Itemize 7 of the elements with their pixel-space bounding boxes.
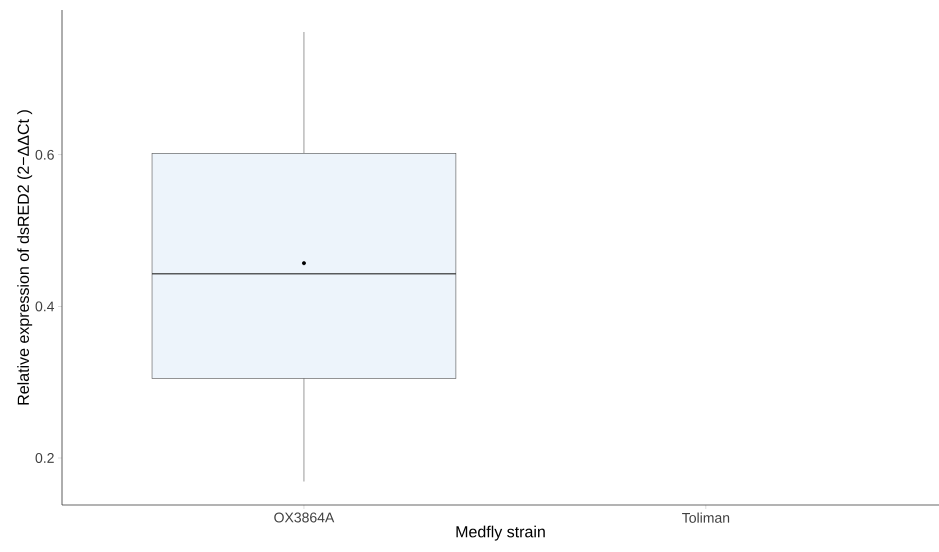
x-axis-title: Medfly strain — [456, 526, 545, 541]
x-tick-label: Toliman — [682, 512, 730, 523]
x-tick-label: OX3864A — [274, 512, 334, 522]
y-tick-label: 0.2 — [36, 453, 54, 463]
y-tick-label: 0.4 — [36, 301, 54, 312]
y-axis-title: Relative expression of dsRED2 (2−ΔΔCt ) — [17, 110, 32, 404]
y-tick-label: 0.6 — [36, 150, 54, 160]
